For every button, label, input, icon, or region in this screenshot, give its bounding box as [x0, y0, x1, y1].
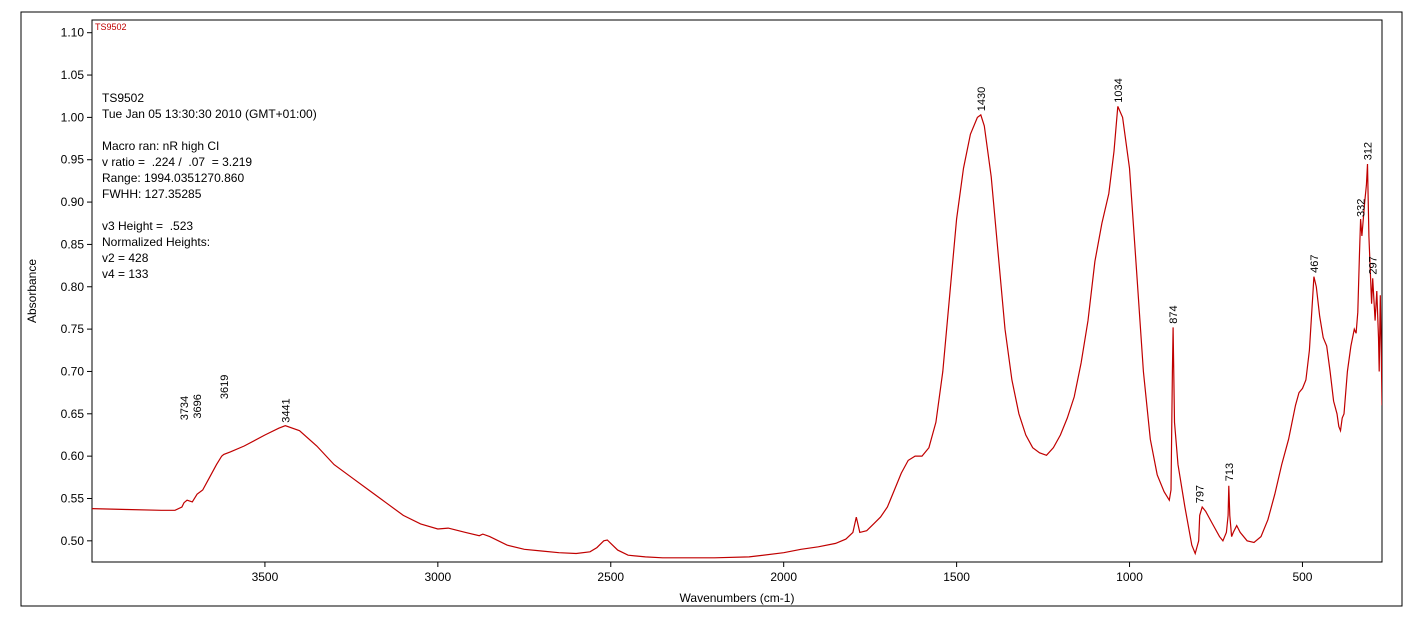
annotation-line-date: Tue Jan 05 13:30:30 2010 (GMT+01:00)	[102, 107, 317, 121]
annotation-line-macro: Macro ran: nR high CI	[102, 139, 220, 153]
plot-area	[91, 19, 1383, 563]
x-tick-label: 500	[1292, 570, 1312, 584]
peak-label: 312	[1363, 142, 1375, 160]
annotation-line-fwhh: FWHH: 127.35285	[102, 187, 202, 201]
spectrum-annotation: TS9502 Tue Jan 05 13:30:30 2010 (GMT+01:…	[102, 90, 317, 282]
peak-label: 797	[1195, 485, 1207, 503]
y-tick-label: 1.00	[61, 110, 85, 124]
x-tick-label: 3500	[252, 570, 279, 584]
y-tick-label: 0.75	[61, 322, 85, 336]
x-tick-label: 2000	[770, 570, 797, 584]
y-tick-label: 0.80	[61, 280, 85, 294]
x-tick-label: 3000	[424, 570, 451, 584]
y-tick-label: 0.85	[61, 237, 85, 251]
annotation-line-sample: TS9502	[102, 91, 145, 105]
y-axis-label: Absorbance	[25, 259, 39, 323]
y-axis: 0.50 0.55 0.60 0.65 0.70 0.75 0.80 0.85 0.90 0.95…	[61, 26, 92, 548]
peak-label: 713	[1224, 463, 1236, 481]
x-tick-label: 1500	[943, 570, 970, 584]
y-tick-label: 0.95	[61, 153, 85, 167]
y-tick-label: 0.65	[61, 407, 85, 421]
peak-label: 467	[1309, 255, 1321, 273]
x-tick-label: 2500	[597, 570, 624, 584]
annotation-line-v4: v4 = 133	[102, 267, 149, 281]
annotation-line-v2: v2 = 428	[102, 251, 149, 265]
annotation-line-ratio: v ratio = .224 / .07 = 3.219	[102, 155, 253, 169]
peak-label: 332	[1356, 199, 1368, 217]
spectrum-series-line	[92, 106, 1382, 559]
x-axis-label: Wavenumbers (cm-1)	[680, 591, 795, 605]
sample-tag: TS9502	[95, 22, 127, 32]
annotation-line-normalized: Normalized Heights:	[102, 235, 211, 249]
y-tick-label: 1.10	[61, 26, 85, 40]
peak-labels: 3734 3696 3619 3441 1430 1034 874 797 713 467 332 3…	[179, 78, 1380, 503]
chart-frame	[20, 11, 1403, 607]
peak-label: 3734	[179, 396, 191, 420]
y-tick-label: 0.50	[61, 534, 85, 548]
peak-label: 1430	[976, 87, 988, 111]
annotation-line-range: Range: 1994.0351270.860	[102, 171, 245, 185]
peak-label: 3619	[219, 375, 231, 399]
peak-label: 1034	[1113, 78, 1125, 102]
y-tick-label: 0.60	[61, 449, 85, 463]
x-axis: 3500 3000 2500 2000 1500 1000 500	[252, 562, 1313, 584]
peak-label: 3441	[280, 398, 292, 422]
y-tick-label: 0.55	[61, 491, 85, 505]
peak-label: 297	[1368, 256, 1380, 274]
x-tick-label: 1000	[1116, 570, 1143, 584]
y-tick-label: 0.90	[61, 195, 85, 209]
annotation-line-v3: v3 Height = .523	[102, 219, 194, 233]
y-tick-label: 1.05	[61, 68, 85, 82]
y-tick-label: 0.70	[61, 364, 85, 378]
peak-label: 3696	[192, 394, 204, 418]
peak-label: 874	[1168, 305, 1180, 323]
